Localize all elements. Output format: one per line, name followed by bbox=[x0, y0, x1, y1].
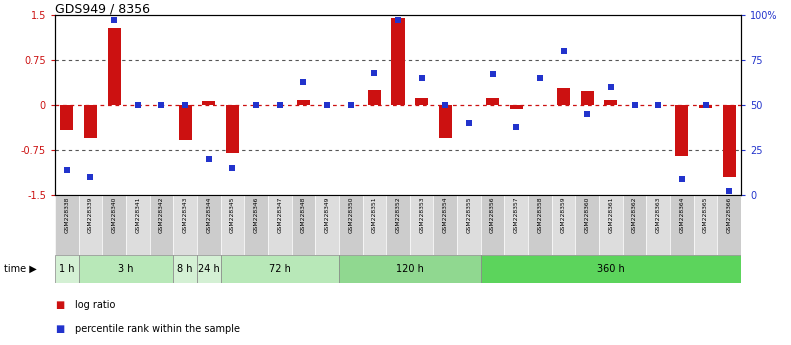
Bar bbox=[197, 255, 221, 283]
Text: GSM228342: GSM228342 bbox=[159, 197, 164, 233]
Bar bbox=[604, 100, 618, 105]
Bar bbox=[102, 195, 126, 255]
Bar bbox=[55, 195, 78, 255]
Text: 24 h: 24 h bbox=[198, 264, 220, 274]
Bar bbox=[457, 195, 481, 255]
Bar bbox=[297, 100, 310, 105]
Text: GSM228345: GSM228345 bbox=[230, 197, 235, 233]
Bar bbox=[368, 90, 380, 105]
Text: GSM228338: GSM228338 bbox=[64, 197, 70, 233]
Bar bbox=[292, 195, 315, 255]
Bar bbox=[362, 195, 386, 255]
Bar bbox=[552, 195, 575, 255]
Text: GSM228340: GSM228340 bbox=[112, 197, 116, 233]
Bar bbox=[108, 28, 121, 105]
Text: GSM228355: GSM228355 bbox=[467, 197, 471, 234]
Bar bbox=[78, 195, 102, 255]
Bar bbox=[433, 195, 457, 255]
Bar bbox=[505, 195, 528, 255]
Text: GSM228362: GSM228362 bbox=[632, 197, 637, 233]
Bar bbox=[481, 255, 741, 283]
Bar bbox=[676, 105, 688, 156]
Bar bbox=[315, 195, 339, 255]
Bar bbox=[486, 98, 499, 105]
Bar bbox=[179, 105, 191, 140]
Text: 8 h: 8 h bbox=[177, 264, 193, 274]
Text: GSM228350: GSM228350 bbox=[348, 197, 354, 233]
Text: 72 h: 72 h bbox=[269, 264, 290, 274]
Text: ■: ■ bbox=[55, 324, 64, 334]
Bar bbox=[173, 195, 197, 255]
Text: GSM228360: GSM228360 bbox=[585, 197, 590, 233]
Text: GSM228364: GSM228364 bbox=[679, 197, 684, 233]
Text: GSM228353: GSM228353 bbox=[419, 197, 424, 233]
Bar bbox=[339, 255, 481, 283]
Bar bbox=[244, 195, 268, 255]
Text: GSM228344: GSM228344 bbox=[206, 197, 211, 233]
Bar bbox=[55, 255, 78, 283]
Bar bbox=[439, 105, 452, 138]
Text: GSM228347: GSM228347 bbox=[277, 197, 282, 233]
Text: GSM228354: GSM228354 bbox=[443, 197, 448, 233]
Bar bbox=[415, 98, 428, 105]
Bar bbox=[149, 195, 173, 255]
Bar bbox=[221, 195, 244, 255]
Text: GSM228348: GSM228348 bbox=[301, 197, 306, 233]
Text: GSM228357: GSM228357 bbox=[514, 197, 519, 234]
Bar bbox=[694, 195, 717, 255]
Text: GSM228365: GSM228365 bbox=[703, 197, 708, 233]
Text: GSM228352: GSM228352 bbox=[396, 197, 400, 234]
Text: GDS949 / 8356: GDS949 / 8356 bbox=[55, 2, 150, 15]
Text: 360 h: 360 h bbox=[597, 264, 625, 274]
Bar bbox=[717, 195, 741, 255]
Bar bbox=[197, 195, 221, 255]
Text: GSM228339: GSM228339 bbox=[88, 197, 93, 233]
Text: time ▶: time ▶ bbox=[4, 264, 36, 274]
Text: log ratio: log ratio bbox=[75, 300, 115, 310]
Text: GSM228349: GSM228349 bbox=[324, 197, 330, 233]
Text: percentile rank within the sample: percentile rank within the sample bbox=[75, 324, 240, 334]
Bar bbox=[173, 255, 197, 283]
Bar bbox=[126, 195, 149, 255]
Bar bbox=[481, 195, 505, 255]
Bar bbox=[581, 91, 594, 105]
Bar bbox=[386, 195, 410, 255]
Bar bbox=[509, 105, 523, 109]
Text: 3 h: 3 h bbox=[118, 264, 134, 274]
Text: GSM228358: GSM228358 bbox=[537, 197, 543, 233]
Bar bbox=[84, 105, 97, 138]
Bar bbox=[646, 195, 670, 255]
Bar bbox=[78, 255, 173, 283]
Text: GSM228366: GSM228366 bbox=[727, 197, 732, 233]
Text: GSM228359: GSM228359 bbox=[561, 197, 566, 233]
Text: ■: ■ bbox=[55, 300, 64, 310]
Bar bbox=[557, 88, 570, 105]
Text: GSM228346: GSM228346 bbox=[254, 197, 259, 233]
Text: 1 h: 1 h bbox=[59, 264, 74, 274]
Bar bbox=[723, 105, 736, 177]
Bar bbox=[202, 101, 215, 105]
Bar bbox=[599, 195, 623, 255]
Bar bbox=[410, 195, 433, 255]
Bar bbox=[60, 105, 74, 130]
Bar bbox=[699, 105, 712, 108]
Text: 120 h: 120 h bbox=[396, 264, 424, 274]
Bar bbox=[226, 105, 239, 153]
Bar bbox=[268, 195, 292, 255]
Bar bbox=[575, 195, 599, 255]
Text: GSM228361: GSM228361 bbox=[608, 197, 613, 233]
Text: GSM228356: GSM228356 bbox=[490, 197, 495, 233]
Bar bbox=[392, 18, 404, 105]
Bar bbox=[221, 255, 339, 283]
Bar bbox=[528, 195, 552, 255]
Text: GSM228343: GSM228343 bbox=[183, 197, 187, 233]
Text: GSM228351: GSM228351 bbox=[372, 197, 377, 234]
Bar bbox=[339, 195, 362, 255]
Text: GSM228363: GSM228363 bbox=[656, 197, 660, 233]
Bar bbox=[670, 195, 694, 255]
Bar bbox=[623, 195, 646, 255]
Text: GSM228341: GSM228341 bbox=[135, 197, 140, 233]
